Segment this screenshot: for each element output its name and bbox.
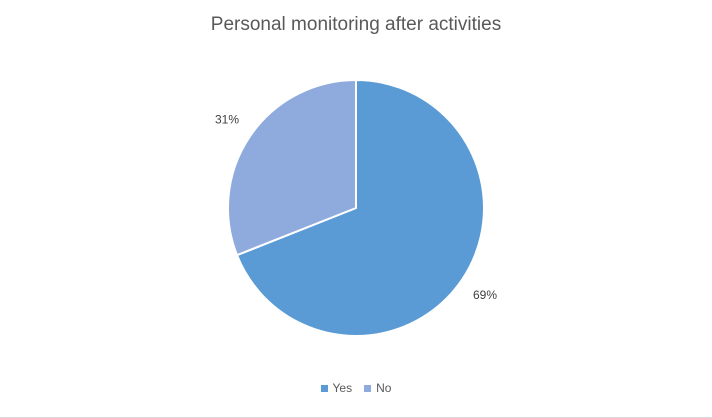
data-label-no: 31% <box>215 112 239 126</box>
chart-title: Personal monitoring after activities <box>210 14 502 35</box>
legend-swatch-no <box>364 384 372 392</box>
legend-label-yes: Yes <box>332 381 353 395</box>
legend-item-no: No <box>364 381 391 395</box>
data-label-yes: 69% <box>473 288 497 302</box>
legend-item-yes: Yes <box>320 381 353 395</box>
legend-label-no: No <box>376 381 392 395</box>
pie-slice-no <box>227 78 357 257</box>
chart-legend: Yes No <box>0 381 712 395</box>
pie-slice-yes <box>235 78 485 337</box>
legend-swatch-yes <box>320 384 328 392</box>
